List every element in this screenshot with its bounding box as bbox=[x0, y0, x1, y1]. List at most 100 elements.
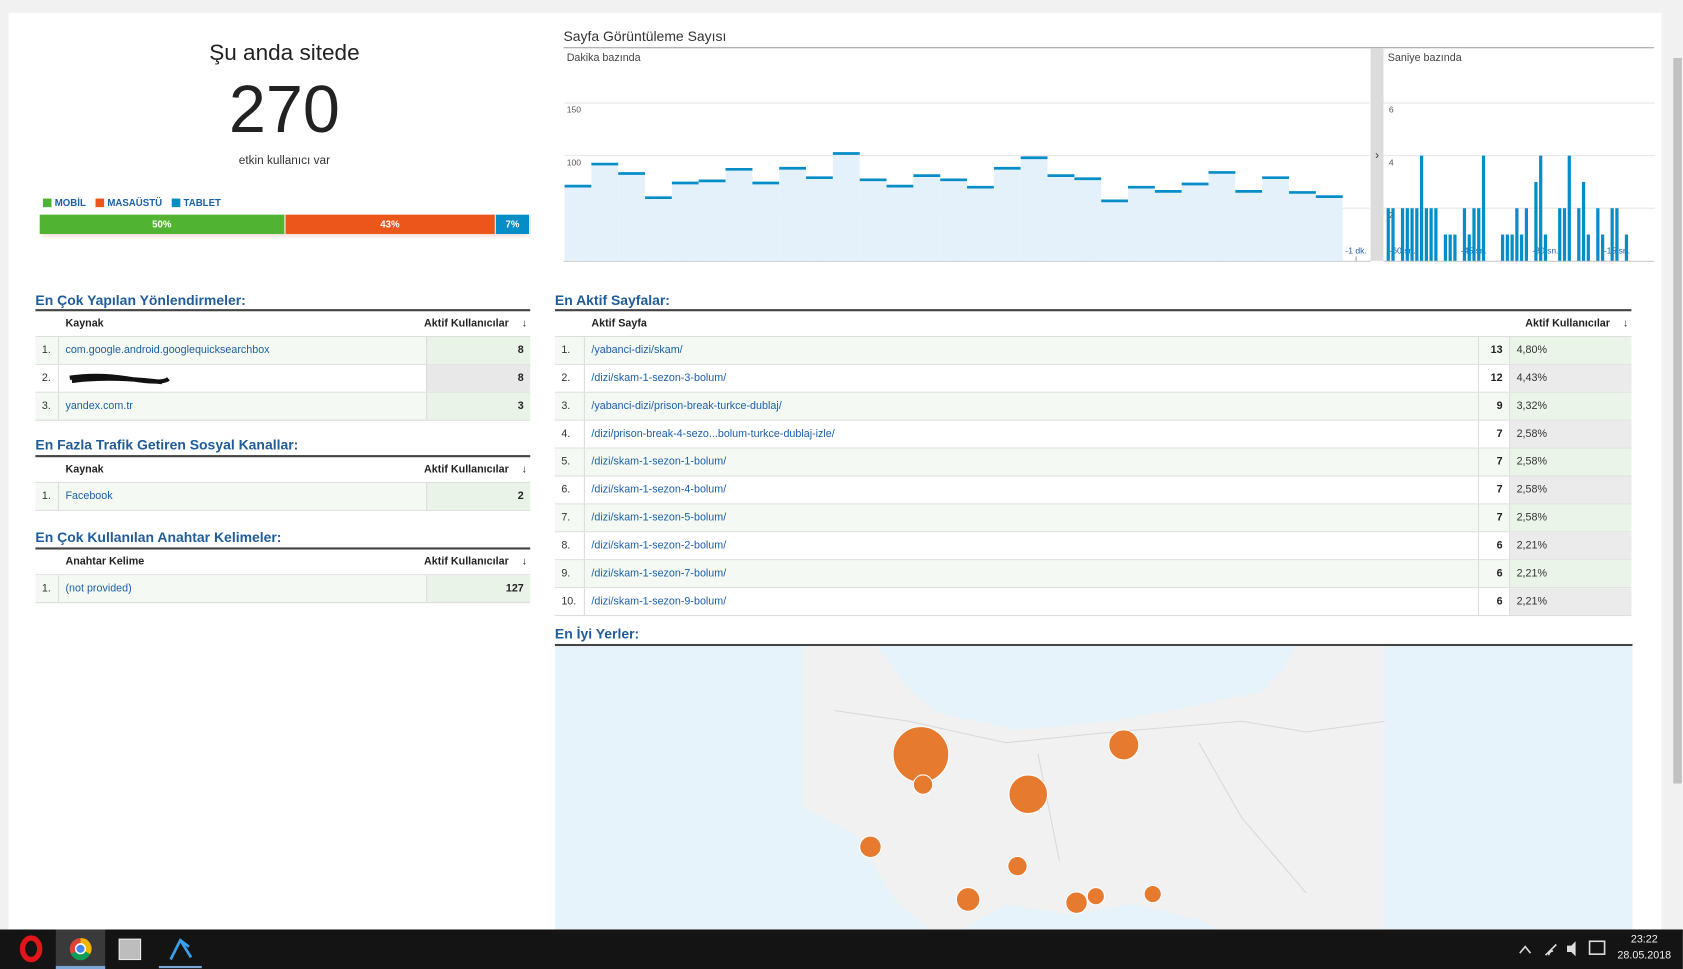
column-header: Aktif Sayfa bbox=[591, 317, 647, 330]
sort-arrow[interactable]: ↓ bbox=[521, 555, 527, 568]
row-percent: 4,43% bbox=[1509, 364, 1632, 392]
column-header: Anahtar Kelime bbox=[65, 555, 145, 568]
share-label: 7% bbox=[505, 218, 520, 230]
row-link[interactable]: (not provided) bbox=[65, 582, 132, 595]
app-icon[interactable] bbox=[169, 938, 193, 961]
mediterranean bbox=[962, 903, 1221, 930]
row-users: 3 bbox=[426, 392, 531, 420]
volume-icon[interactable] bbox=[1567, 941, 1576, 957]
y-tick-label: 2 bbox=[1389, 210, 1394, 220]
legend-item: MOBİL bbox=[42, 196, 86, 209]
panel-splitter[interactable] bbox=[1370, 48, 1384, 261]
sort-arrow[interactable]: ↓ bbox=[521, 463, 527, 476]
bar bbox=[1472, 208, 1476, 261]
bar bbox=[1515, 208, 1519, 261]
row-users: 7 bbox=[1477, 476, 1509, 504]
clock-time[interactable]: 23:22 bbox=[1630, 933, 1658, 946]
row-users: 6 bbox=[1477, 532, 1509, 560]
y-tick-label: 100 bbox=[567, 157, 582, 167]
table-header: Kaynak Aktif Kullanıcılar ↓ bbox=[35, 311, 531, 338]
bar bbox=[1581, 181, 1586, 261]
clock-date[interactable]: 28.05.2018 bbox=[1617, 949, 1672, 962]
row-users: 7 bbox=[1477, 504, 1509, 532]
bar-area bbox=[1047, 175, 1075, 261]
panel-label: Dakika bazında bbox=[567, 52, 641, 64]
row-link[interactable]: yandex.com.tr bbox=[65, 400, 133, 413]
place-bubble[interactable] bbox=[1108, 729, 1140, 761]
row-link[interactable]: /dizi/skam-1-sezon-9-bolum/ bbox=[591, 595, 727, 608]
keywords-table: Anahtar Kelime Aktif Kullanıcılar ↓ 1. (not … bbox=[35, 547, 531, 604]
sort-arrow[interactable]: ↓ bbox=[1622, 317, 1629, 330]
bar-area bbox=[645, 197, 672, 261]
bar-area bbox=[913, 175, 941, 261]
legend-swatch bbox=[42, 198, 52, 208]
place-bubble[interactable] bbox=[955, 887, 981, 912]
row-link[interactable]: /dizi/prison-break-4-sezo...bolum-turkce… bbox=[591, 428, 835, 441]
bar-area bbox=[1101, 200, 1129, 261]
row-rank: 9. bbox=[555, 560, 585, 588]
bar bbox=[1500, 234, 1505, 261]
row-link[interactable]: /dizi/skam-1-sezon-3-bolum/ bbox=[591, 372, 727, 385]
row-percent: 2,58% bbox=[1509, 420, 1632, 448]
bar-area bbox=[806, 177, 833, 261]
bar-area bbox=[671, 182, 699, 261]
legend-item: MASAÜSTÜ bbox=[95, 196, 162, 209]
referrals-table: Kaynak Aktif Kullanıcılar ↓ 1. com.google.an… bbox=[35, 309, 531, 421]
bar bbox=[1391, 208, 1395, 261]
share-segment: 50% bbox=[39, 214, 285, 234]
section-title: En Aktif Sayfalar: bbox=[554, 291, 670, 309]
row-link[interactable]: com.google.android.googlequicksearchbox bbox=[65, 344, 270, 357]
wifi-icon[interactable] bbox=[1544, 943, 1557, 956]
place-bubble[interactable] bbox=[912, 774, 934, 795]
bar-area bbox=[859, 179, 887, 261]
land bbox=[802, 646, 1385, 930]
tray-expand[interactable] bbox=[1519, 945, 1532, 954]
scrollbar[interactable] bbox=[1661, 12, 1683, 930]
bar-area bbox=[779, 168, 807, 261]
app-icon[interactable] bbox=[118, 938, 142, 961]
table-header: Anahtar Kelime Aktif Kullanıcılar ↓ bbox=[35, 550, 531, 576]
sort-arrow[interactable]: ↓ bbox=[521, 317, 527, 330]
bar bbox=[1601, 234, 1605, 261]
opera-icon[interactable] bbox=[19, 935, 43, 963]
aegean-sea bbox=[802, 807, 931, 930]
places-map[interactable] bbox=[554, 646, 1633, 930]
place-bubble[interactable] bbox=[1143, 884, 1162, 904]
place-bubble[interactable] bbox=[1008, 774, 1049, 815]
redaction-scribble bbox=[69, 373, 170, 384]
row-link[interactable]: /yabanci-dizi/prison-break-turkce-dublaj… bbox=[591, 400, 782, 413]
bar-area bbox=[1181, 184, 1209, 261]
row-link[interactable]: /dizi/skam-1-sezon-4-bolum/ bbox=[591, 484, 727, 496]
place-bubble[interactable] bbox=[892, 726, 950, 783]
bar bbox=[1510, 234, 1514, 261]
place-bubble[interactable] bbox=[1007, 855, 1028, 877]
row-link[interactable]: /dizi/skam-1-sezon-7-bolum/ bbox=[591, 567, 727, 580]
row-rank: 8. bbox=[555, 532, 585, 560]
scroll-thumb[interactable] bbox=[1673, 57, 1682, 784]
row-percent: 2,58% bbox=[1509, 476, 1632, 504]
place-bubble[interactable] bbox=[859, 835, 882, 859]
row-link[interactable]: /yabanci-dizi/skam/ bbox=[591, 344, 683, 357]
row-users: 127 bbox=[426, 575, 531, 603]
notification-icon[interactable] bbox=[1588, 940, 1606, 955]
bar bbox=[1577, 208, 1581, 261]
row-percent: 3,32% bbox=[1509, 392, 1632, 420]
row-link[interactable]: /dizi/skam-1-sezon-5-bolum/ bbox=[591, 511, 727, 524]
row-link[interactable]: /dizi/skam-1-sezon-2-bolum/ bbox=[591, 539, 727, 552]
row-users: 12 bbox=[1477, 364, 1509, 392]
device-legend: MOBİL MASAÜSTÜ TABLET bbox=[42, 196, 221, 209]
bar-area bbox=[1262, 177, 1290, 261]
place-bubble[interactable] bbox=[1086, 887, 1105, 906]
y-tick-label: 4 bbox=[1389, 157, 1394, 167]
row-link[interactable]: /dizi/skam-1-sezon-1-bolum/ bbox=[591, 456, 727, 468]
bar-area bbox=[832, 153, 860, 261]
splitter-arrow[interactable]: › bbox=[1375, 148, 1379, 162]
row-rank: 7. bbox=[555, 504, 585, 532]
place-bubble[interactable] bbox=[1065, 891, 1088, 914]
row-link[interactable]: Facebook bbox=[65, 490, 113, 503]
table-row: 8. /dizi/skam-1-sezon-2-bolum/6 2,21% bbox=[554, 532, 1632, 561]
bar-area bbox=[1289, 192, 1316, 261]
bar bbox=[1524, 208, 1529, 261]
bar-area bbox=[1154, 191, 1182, 261]
bar bbox=[1615, 208, 1619, 261]
